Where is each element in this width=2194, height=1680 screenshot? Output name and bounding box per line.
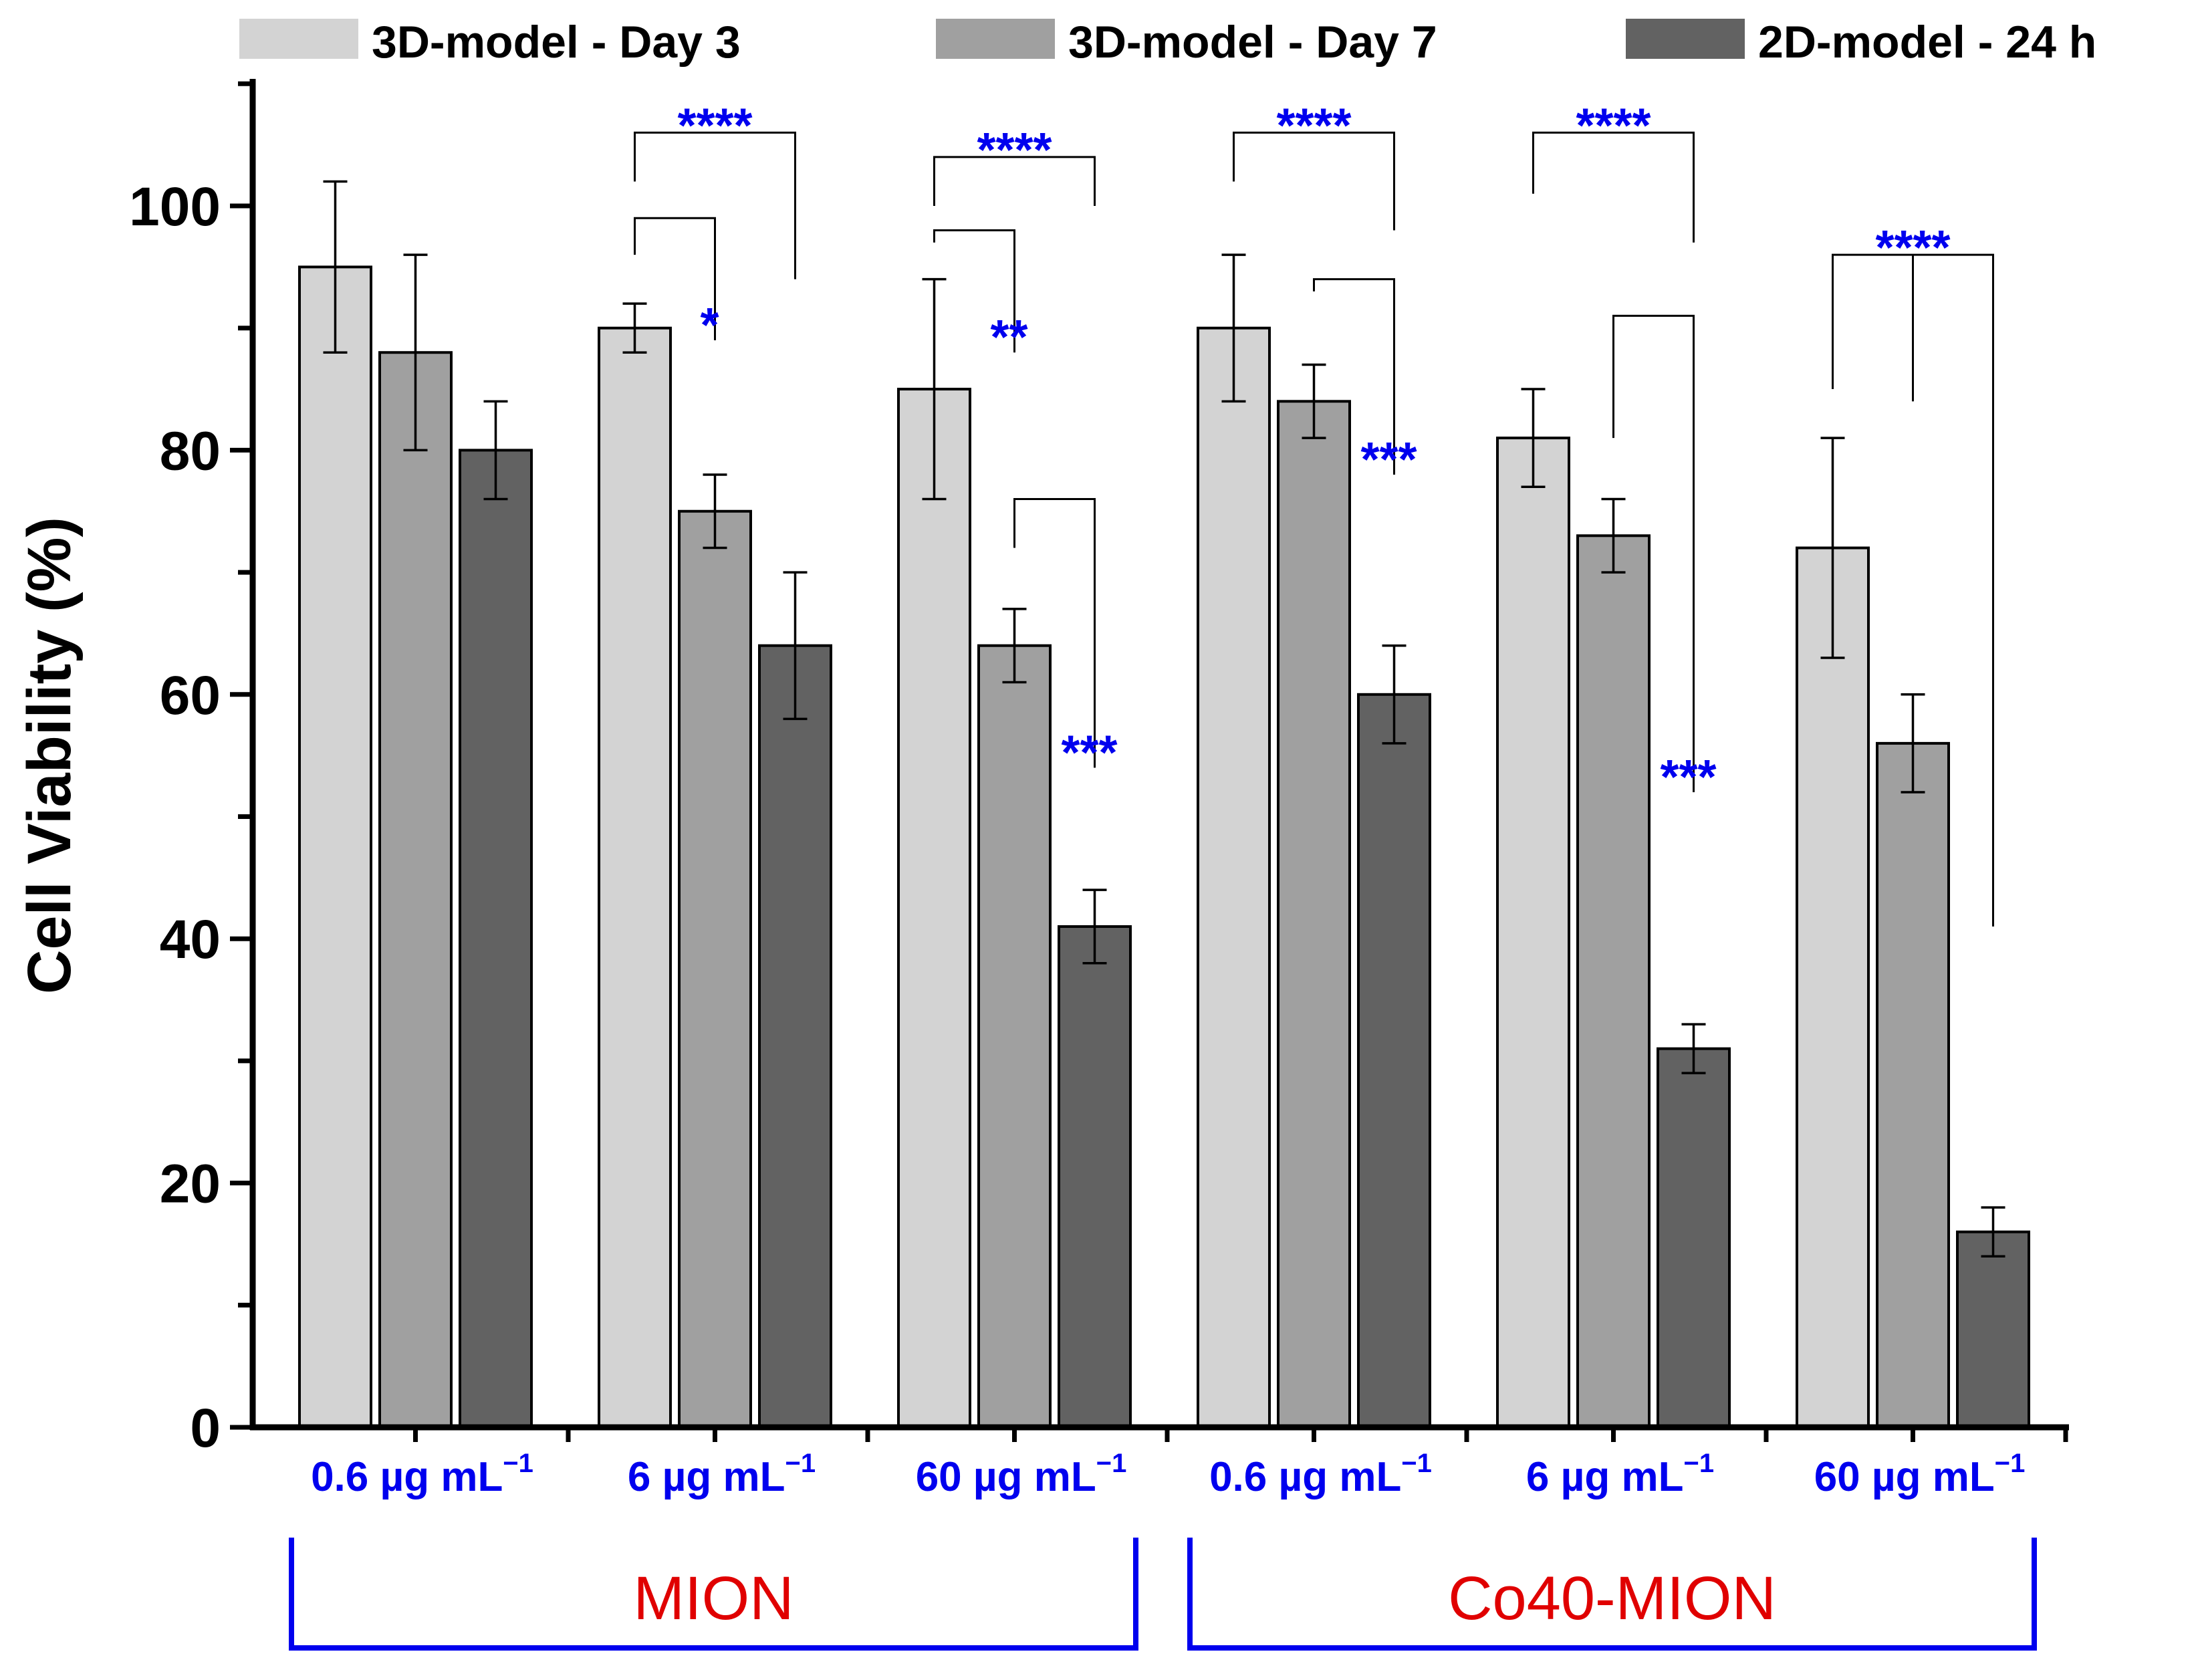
bar	[1197, 326, 1271, 1429]
bars	[298, 265, 2030, 1429]
group-label: MION	[633, 1564, 794, 1633]
bar	[1576, 534, 1651, 1429]
category-label: 60 µg mL−1	[1814, 1449, 2026, 1500]
bar	[459, 449, 533, 1429]
bar	[897, 388, 971, 1429]
bar	[1876, 741, 1950, 1429]
significance-label: ****	[977, 124, 1052, 177]
y-tick-label: 60	[160, 665, 221, 726]
significance-label: ****	[1875, 221, 1950, 275]
significance-label: *	[700, 299, 719, 352]
significance-bracket	[1013, 497, 1096, 768]
error-bars	[323, 180, 2005, 1257]
significance-label: ****	[1276, 99, 1351, 152]
y-tick-label: 80	[160, 421, 221, 481]
y-tick-label: 0	[190, 1398, 221, 1459]
bar	[298, 265, 372, 1429]
bar	[1956, 1230, 2030, 1429]
group-label: Co40-MION	[1448, 1564, 1776, 1633]
legend-swatch	[239, 19, 358, 59]
legend: 3D-model - Day 3 3D-model - Day 7 2D-model…	[239, 17, 2096, 68]
y-tick-label: 20	[160, 1154, 221, 1215]
bar	[1657, 1047, 1731, 1429]
bar	[1796, 546, 1870, 1429]
category-label: 6 µg mL−1	[1526, 1449, 1714, 1500]
bar	[1357, 693, 1431, 1429]
category-label: 6 µg mL−1	[628, 1449, 816, 1500]
significance-bracket	[933, 156, 1096, 206]
bar	[1277, 400, 1351, 1429]
axes: 0 20 40 60 80 100	[129, 79, 2069, 1459]
group-bracket	[289, 1538, 1138, 1651]
significance-bracket	[1313, 278, 1395, 475]
y-tick-label: 40	[160, 909, 221, 970]
category-label: 0.6 µg mL−1	[311, 1449, 533, 1500]
significance-bracket	[1612, 314, 1695, 792]
legend-swatch	[936, 19, 1055, 59]
significance-label: ****	[1576, 99, 1651, 152]
bar	[378, 351, 453, 1429]
bar	[598, 326, 672, 1429]
significance-label: ***	[1660, 751, 1716, 804]
bar	[1496, 437, 1570, 1429]
significance-label: ***	[1360, 433, 1417, 487]
group-labels: MION Co40-MION	[289, 1538, 2037, 1651]
category-labels: 0.6 µg mL−1 6 µg mL−1 60 µg mL−1 0.6 µg mL−…	[311, 1449, 2025, 1500]
category-label: 60 µg mL−1	[916, 1449, 1127, 1500]
bar	[1058, 925, 1132, 1429]
legend-label: 3D-model - Day 7	[1068, 17, 1437, 68]
significance-bracket	[634, 217, 716, 340]
legend-label: 2D-model - 24 h	[1758, 17, 2096, 68]
category-label: 0.6 µg mL−1	[1209, 1449, 1432, 1500]
significance-annotations: ********************************	[634, 99, 1994, 927]
bar	[758, 644, 832, 1429]
group-bracket	[1187, 1538, 2037, 1651]
significance-label: ****	[677, 99, 752, 152]
significance-bracket	[634, 131, 796, 279]
significance-label: **	[990, 311, 1027, 364]
bar	[678, 509, 752, 1429]
significance-label: ***	[1061, 726, 1117, 779]
significance-bracket	[933, 229, 1015, 353]
bar	[977, 644, 1052, 1429]
y-tick-label: 100	[129, 176, 221, 237]
legend-label: 3D-model - Day 3	[372, 17, 741, 68]
y-axis-label: Cell Viability (%)	[15, 517, 84, 994]
significance-bracket	[1532, 131, 1695, 243]
significance-bracket	[1233, 131, 1395, 231]
legend-swatch	[1626, 19, 1745, 59]
